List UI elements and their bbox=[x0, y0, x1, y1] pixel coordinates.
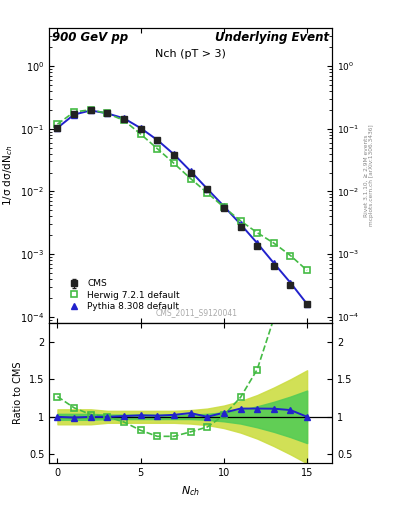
Herwig 7.2.1 default bbox=[222, 204, 226, 210]
Herwig 7.2.1 default bbox=[272, 240, 276, 246]
Text: Nch (pT > 3): Nch (pT > 3) bbox=[155, 49, 226, 59]
Text: CMS_2011_S9120041: CMS_2011_S9120041 bbox=[155, 308, 237, 317]
Pythia 8.308 default bbox=[155, 137, 160, 143]
Pythia 8.308 default bbox=[238, 221, 243, 227]
Pythia 8.308 default bbox=[122, 115, 127, 121]
Herwig 7.2.1 default bbox=[72, 109, 77, 115]
Herwig 7.2.1 default bbox=[238, 218, 243, 224]
Herwig 7.2.1 default bbox=[172, 160, 176, 166]
Pythia 8.308 default bbox=[188, 168, 193, 174]
Herwig 7.2.1 default bbox=[305, 267, 309, 273]
Pythia 8.308 default bbox=[172, 151, 176, 157]
Pythia 8.308 default bbox=[222, 203, 226, 209]
Herwig 7.2.1 default bbox=[55, 121, 60, 127]
Pythia 8.308 default bbox=[72, 112, 77, 118]
Y-axis label: 1/σ dσ/dN$_{ch}$: 1/σ dσ/dN$_{ch}$ bbox=[1, 145, 15, 206]
Herwig 7.2.1 default bbox=[88, 106, 93, 113]
Herwig 7.2.1 default bbox=[205, 190, 209, 196]
Pythia 8.308 default bbox=[205, 186, 209, 192]
Herwig 7.2.1 default bbox=[188, 176, 193, 182]
Pythia 8.308 default bbox=[55, 125, 60, 131]
Pythia 8.308 default bbox=[288, 280, 293, 286]
Text: 900 GeV pp: 900 GeV pp bbox=[52, 31, 128, 44]
X-axis label: $N_{ch}$: $N_{ch}$ bbox=[181, 484, 200, 498]
Line: Herwig 7.2.1 default: Herwig 7.2.1 default bbox=[54, 106, 310, 273]
Legend: CMS, Herwig 7.2.1 default, Pythia 8.308 default: CMS, Herwig 7.2.1 default, Pythia 8.308 … bbox=[62, 278, 182, 312]
Y-axis label: Ratio to CMS: Ratio to CMS bbox=[13, 362, 23, 424]
Pythia 8.308 default bbox=[272, 260, 276, 266]
Herwig 7.2.1 default bbox=[155, 145, 160, 152]
Pythia 8.308 default bbox=[305, 301, 309, 307]
Pythia 8.308 default bbox=[255, 240, 259, 246]
Y-axis label: Rivet 3.1.10, ≥ 2.9M events
mcplots.cern.ch [arXiv:1306.3436]: Rivet 3.1.10, ≥ 2.9M events mcplots.cern… bbox=[364, 125, 375, 226]
Line: Pythia 8.308 default: Pythia 8.308 default bbox=[54, 108, 310, 307]
Herwig 7.2.1 default bbox=[288, 252, 293, 259]
Herwig 7.2.1 default bbox=[122, 117, 127, 123]
Herwig 7.2.1 default bbox=[138, 131, 143, 137]
Herwig 7.2.1 default bbox=[255, 229, 259, 236]
Pythia 8.308 default bbox=[138, 125, 143, 131]
Pythia 8.308 default bbox=[88, 108, 93, 114]
Herwig 7.2.1 default bbox=[105, 111, 110, 117]
Text: Underlying Event: Underlying Event bbox=[215, 31, 329, 44]
Pythia 8.308 default bbox=[105, 111, 110, 117]
